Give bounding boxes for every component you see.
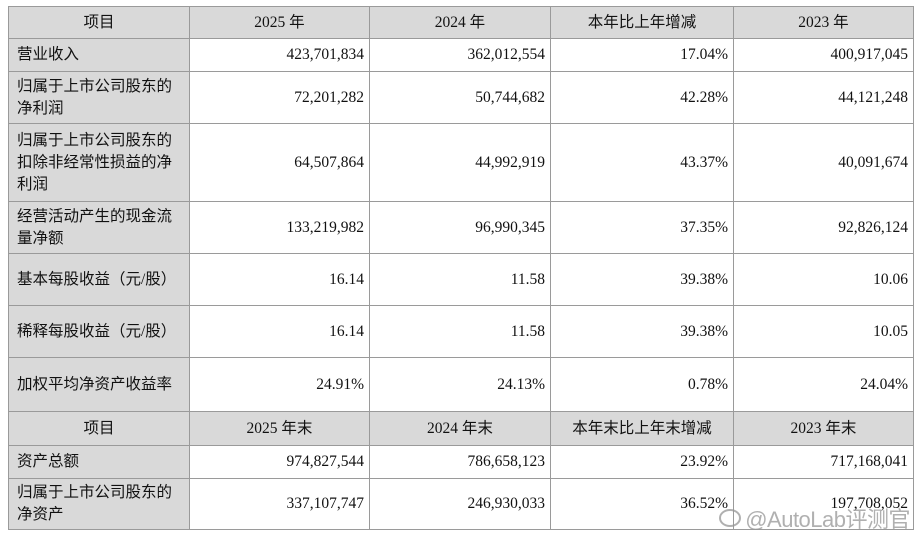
column-header: 2024 年 (369, 6, 551, 39)
cell-value: 36.52% (550, 478, 734, 530)
cell-value: 133,219,982 (189, 201, 370, 254)
table-row: 资产总额 974,827,544 786,658,123 23.92% 717,168,… (8, 445, 914, 479)
cell-value: 50,744,682 (369, 71, 551, 124)
cell-value: 11.58 (369, 253, 551, 306)
table-row: 经营活动产生的现金流量净额 133,219,982 96,990,345 37.35%… (8, 201, 914, 254)
table-row: 稀释每股收益（元/股） 16.14 11.58 39.38% 10.05 (8, 305, 914, 358)
cell-value: 10.06 (733, 253, 914, 306)
cell-value: 24.04% (733, 357, 914, 412)
cell-value: 400,917,045 (733, 38, 914, 72)
cell-value: 786,658,123 (369, 445, 551, 479)
cell-value: 0.78% (550, 357, 734, 412)
cell-value: 96,990,345 (369, 201, 551, 254)
cell-value: 37.35% (550, 201, 734, 254)
table-row: 归属于上市公司股东的扣除非经常性损益的净利润 64,507,864 44,992,9… (8, 123, 914, 202)
cell-value: 42.28% (550, 71, 734, 124)
cell-value: 10.05 (733, 305, 914, 358)
row-label: 加权平均净资产收益率 (8, 357, 190, 412)
row-label: 归属于上市公司股东的扣除非经常性损益的净利润 (8, 123, 190, 202)
cell-value: 423,701,834 (189, 38, 370, 72)
column-header: 本年末比上年末增减 (550, 411, 734, 446)
header-row: 项目 2025 年末 2024 年末 本年末比上年末增减 2023 年末 (8, 411, 914, 446)
cell-value: 44,121,248 (733, 71, 914, 124)
cell-value: 39.38% (550, 305, 734, 358)
cell-value: 337,107,747 (189, 478, 370, 530)
table-row: 营业收入 423,701,834 362,012,554 17.04% 400,917,… (8, 38, 914, 72)
row-label: 归属于上市公司股东的净资产 (8, 478, 190, 530)
cell-value: 16.14 (189, 253, 370, 306)
cell-value: 974,827,544 (189, 445, 370, 479)
cell-value: 39.38% (550, 253, 734, 306)
row-label: 归属于上市公司股东的净利润 (8, 71, 190, 124)
cell-value: 72,201,282 (189, 71, 370, 124)
watermark: @AutoLab评测官 (719, 502, 910, 534)
header-row: 项目 2025 年 2024 年本年比上年增减 2023 年 (8, 6, 914, 39)
column-header: 2025 年末 (189, 411, 370, 446)
table-row: 基本每股收益（元/股） 16.14 11.58 39.38% 10.06 (8, 253, 914, 306)
column-header: 2024 年末 (369, 411, 551, 446)
cell-value: 717,168,041 (733, 445, 914, 479)
cell-value: 24.13% (369, 357, 551, 412)
table-row: 加权平均净资产收益率 24.91% 24.13% 0.78% 24.04% (8, 357, 914, 412)
cell-value: 362,012,554 (369, 38, 551, 72)
cell-value: 16.14 (189, 305, 370, 358)
row-label: 稀释每股收益（元/股） (8, 305, 190, 358)
cell-value: 44,992,919 (369, 123, 551, 202)
cell-value: 197,708,052 (733, 478, 914, 530)
table-row: 归属于上市公司股东的净资产 337,107,747 246,930,033 36.52… (8, 478, 914, 530)
cell-value: 43.37% (550, 123, 734, 202)
column-header: 项目 (8, 6, 190, 39)
column-header: 2025 年 (189, 6, 370, 39)
column-header: 本年比上年增减 (550, 6, 734, 39)
column-header: 项目 (8, 411, 190, 446)
financial-summary-table: 项目 2025 年 2024 年本年比上年增减 2023 年营业收入 423,701,8… (8, 6, 914, 530)
row-label: 基本每股收益（元/股） (8, 253, 190, 306)
watermark-text: @AutoLab评测官 (745, 507, 910, 532)
cell-value: 92,826,124 (733, 201, 914, 254)
column-header: 2023 年 (733, 6, 914, 39)
cell-value: 11.58 (369, 305, 551, 358)
row-label: 营业收入 (8, 38, 190, 72)
cell-value: 24.91% (189, 357, 370, 412)
row-label: 经营活动产生的现金流量净额 (8, 201, 190, 254)
cell-value: 17.04% (550, 38, 734, 72)
cell-value: 23.92% (550, 445, 734, 479)
cell-value: 40,091,674 (733, 123, 914, 202)
table-row: 归属于上市公司股东的净利润 72,201,282 50,744,682 42.28% 4… (8, 71, 914, 124)
weibo-icon (719, 509, 742, 527)
cell-value: 64,507,864 (189, 123, 370, 202)
row-label: 资产总额 (8, 445, 190, 479)
cell-value: 246,930,033 (369, 478, 551, 530)
column-header: 2023 年末 (733, 411, 914, 446)
